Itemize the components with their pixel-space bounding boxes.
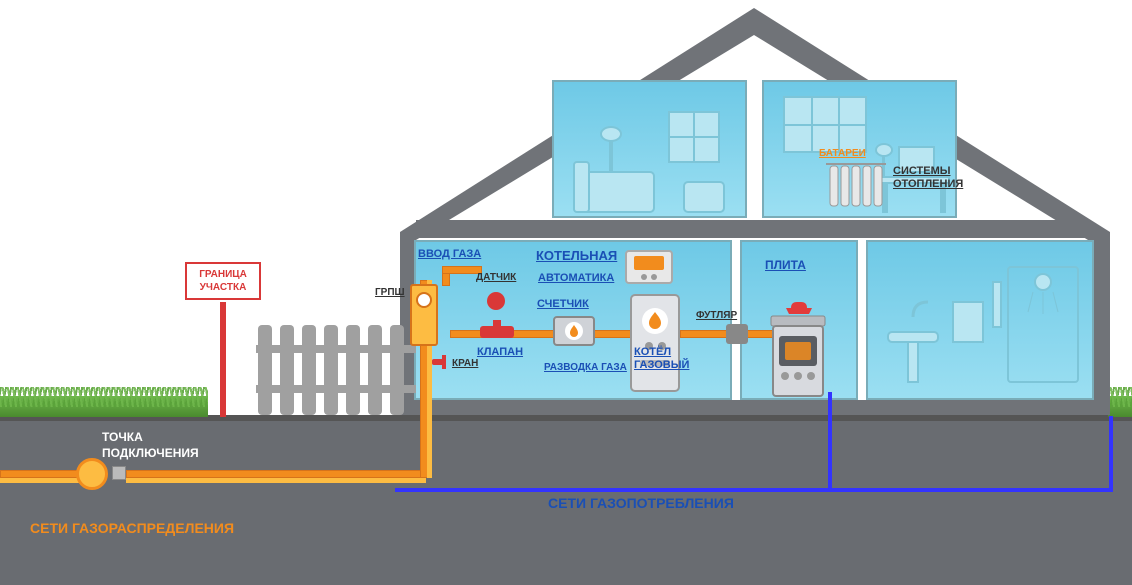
pipe-consumption-r [1109, 416, 1113, 492]
room-attic-left [552, 80, 747, 218]
meter-icon [553, 316, 595, 346]
pipe-consumption-h [395, 488, 1113, 492]
label-connection-point: ТОЧКА ПОДКЛЮЧЕНИЯ [102, 430, 199, 461]
label-valve-tap: КРАН [452, 358, 478, 369]
grpsh-icon [410, 284, 438, 346]
stove-icon [767, 302, 829, 400]
pipe-ug-2b [126, 478, 426, 483]
label-gas-inlet: ВВОД ГАЗА [418, 248, 481, 260]
label-automation: АВТОМАТИКА [538, 272, 614, 284]
label-grpsh: ГРПШ [375, 287, 405, 298]
valve-icon [480, 320, 514, 342]
label-case: ФУТЛЯР [696, 310, 737, 321]
label-meter: СЧЕТЧИК [537, 298, 589, 310]
room-bathroom [866, 240, 1094, 400]
label-boiler-room: КОТЕЛЬНАЯ [536, 248, 617, 263]
fence [256, 315, 416, 415]
connection-point-icon [76, 458, 108, 490]
case-icon [726, 324, 748, 344]
radiator-icon [826, 160, 886, 210]
automation-icon [625, 250, 673, 284]
grass-left [0, 387, 208, 417]
label-sensor: ДАТЧИК [476, 272, 516, 283]
label-stove: ПЛИТА [765, 258, 806, 272]
border-sign: ГРАНИЦА УЧАСТКА [185, 262, 261, 300]
pipe-consumption-v [828, 392, 832, 492]
label-consumption-network: СЕТИ ГАЗОПОТРЕБЛЕНИЯ [548, 495, 734, 511]
pipe-ug-2 [126, 470, 426, 478]
label-radiators: БАТАРЕИ [819, 148, 866, 159]
valve-tap-icon [432, 355, 452, 369]
label-boiler: КОТЁЛГАЗОВЫЙ [634, 346, 689, 372]
sensor-icon [487, 292, 505, 310]
boiler-icon [630, 294, 680, 392]
label-valve: КЛАПАН [477, 346, 523, 358]
label-gas-routing: РАЗВОДКА ГАЗА [544, 362, 627, 373]
pipe-joint [112, 466, 126, 480]
label-distribution-network: СЕТИ ГАЗОРАСПРЕДЕЛЕНИЯ [30, 520, 234, 536]
label-heating-system: СИСТЕМЫ ОТОПЛЕНИЯ [893, 165, 963, 191]
border-sign-post [220, 302, 226, 417]
